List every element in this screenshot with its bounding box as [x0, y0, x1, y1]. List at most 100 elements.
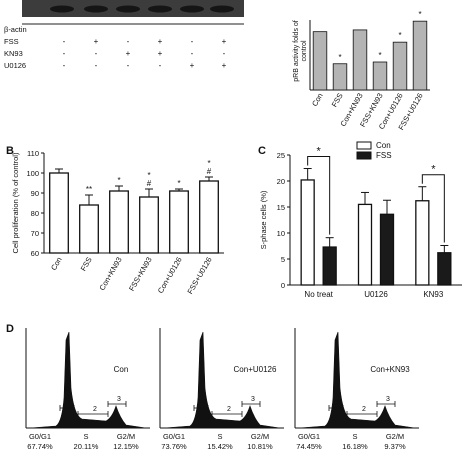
bar	[379, 213, 395, 286]
treatment-sign: +	[222, 61, 227, 70]
phase-label: G0/G1	[29, 432, 51, 441]
dna-histogram	[298, 331, 416, 429]
significance-bracket	[421, 174, 445, 243]
y-axis-label: S-phase cells (%)	[259, 190, 268, 249]
phase-label: G2/M	[117, 432, 135, 441]
gate-label: 2	[362, 406, 366, 413]
treatment-sign: +	[222, 37, 227, 46]
phase-percent: 20.11%	[74, 442, 99, 451]
bar	[322, 246, 337, 286]
y-axis-label: Cell proliferation (% of control)	[11, 152, 20, 253]
significance-mark: *	[177, 179, 180, 188]
significance-mark: *	[207, 159, 210, 168]
panel-d-histograms: Con123G0/G167.74%S20.11%G2/M12.15%Con+U0…	[25, 328, 419, 451]
significance-mark: *	[378, 51, 381, 60]
bar	[437, 252, 452, 286]
bar	[49, 172, 69, 254]
phase-percent: 67.74%	[27, 442, 53, 451]
treatment-sign: +	[158, 37, 163, 46]
y-tick-label: 25	[277, 151, 285, 160]
bar	[352, 29, 368, 91]
gate-label: 3	[251, 396, 255, 403]
treatment-sign: -	[191, 49, 194, 58]
phase-percent: 12.15%	[113, 442, 139, 451]
treatment-sign: +	[126, 49, 131, 58]
treatment-sign: +	[158, 49, 163, 58]
y-axis-label: pRB activity folds ofcontrol	[293, 20, 308, 82]
significance-mark: #	[207, 167, 212, 176]
panel-b-chart: 60 70 80 90 100 110 Cell proliferation (% of c…	[11, 149, 224, 296]
bar	[300, 179, 315, 286]
blot-band	[180, 5, 204, 13]
phase-label: G2/M	[386, 432, 404, 441]
x-tick-label: No treat	[304, 290, 333, 299]
treatment-sign: -	[127, 37, 130, 46]
legend-swatch	[356, 141, 372, 150]
y-tick-label: 5	[281, 255, 285, 264]
phase-label: G0/G1	[298, 432, 320, 441]
blot-band	[148, 5, 172, 13]
blot-band	[210, 5, 234, 13]
phase-label: S	[352, 432, 357, 441]
treatment-sign: -	[63, 37, 66, 46]
panel-letter-c: C	[258, 145, 266, 157]
hist-title: Con	[114, 365, 129, 374]
panel-letter-d: D	[6, 323, 14, 335]
legend-swatch	[356, 151, 372, 160]
y-tick-label: 100	[26, 169, 39, 178]
treatment-sign: -	[127, 61, 130, 70]
x-tick-label: FSS+KN93	[127, 256, 154, 293]
significance-mark: *	[117, 176, 120, 185]
x-tick-label: KN93	[423, 290, 444, 299]
hist-title: Con+U0126	[234, 365, 277, 374]
phase-label: S	[217, 432, 222, 441]
x-tick-label: Con	[310, 92, 325, 108]
treatment-row-label: FSS	[4, 37, 19, 46]
x-tick-label: FSS	[79, 256, 94, 273]
gate-label: 1	[201, 400, 205, 407]
panel-a-chart: pRB activity folds ofcontrolCon*FSSCon+K…	[293, 10, 430, 132]
y-tick-label: 80	[31, 209, 39, 218]
treatment-sign: -	[191, 37, 194, 46]
significance-mark: *	[317, 146, 322, 158]
hist-title: Con+KN93	[370, 365, 410, 374]
treatment-sign: +	[190, 61, 195, 70]
phase-label: G0/G1	[163, 432, 185, 441]
treatment-row-label: U0126	[4, 61, 26, 70]
treatment-row-label: KN93	[4, 49, 23, 58]
bar	[412, 20, 428, 91]
phase-percent: 16.18%	[342, 442, 368, 451]
bar	[79, 204, 99, 254]
gate-label: 3	[117, 396, 121, 403]
significance-mark: **	[86, 185, 92, 194]
legend-label: FSS	[376, 151, 392, 160]
phase-percent: 9.37%	[384, 442, 406, 451]
y-tick-label: 70	[31, 229, 39, 238]
y-tick-label: 110	[27, 149, 39, 158]
phase-percent: 15.42%	[207, 442, 233, 451]
significance-mark: *	[431, 164, 436, 176]
panel-letter-b: B	[6, 145, 14, 157]
significance-mark: *	[147, 171, 150, 180]
gate-label: 2	[227, 406, 231, 413]
x-tick-label: U0126	[364, 290, 388, 299]
dna-histogram	[163, 331, 281, 429]
phase-percent: 10.81%	[247, 442, 273, 451]
blot-label: β-actin	[4, 25, 27, 34]
treatment-sign: -	[95, 49, 98, 58]
x-tick-label: Con+U0126	[156, 256, 184, 295]
treatment-sign: +	[94, 37, 99, 46]
bar	[332, 63, 348, 91]
x-tick-label: Con+KN93	[97, 256, 123, 292]
gate-label: 1	[336, 400, 340, 407]
y-tick-label: 20	[277, 177, 285, 186]
gate-label: 2	[93, 406, 97, 413]
bar	[415, 200, 430, 286]
legend-label: Con	[376, 141, 391, 150]
treatment-sign: -	[63, 49, 66, 58]
treatment-sign: -	[159, 61, 162, 70]
y-tick-label: 60	[31, 249, 39, 258]
bar	[109, 190, 129, 254]
x-tick-label: FSS+U0126	[185, 256, 213, 296]
